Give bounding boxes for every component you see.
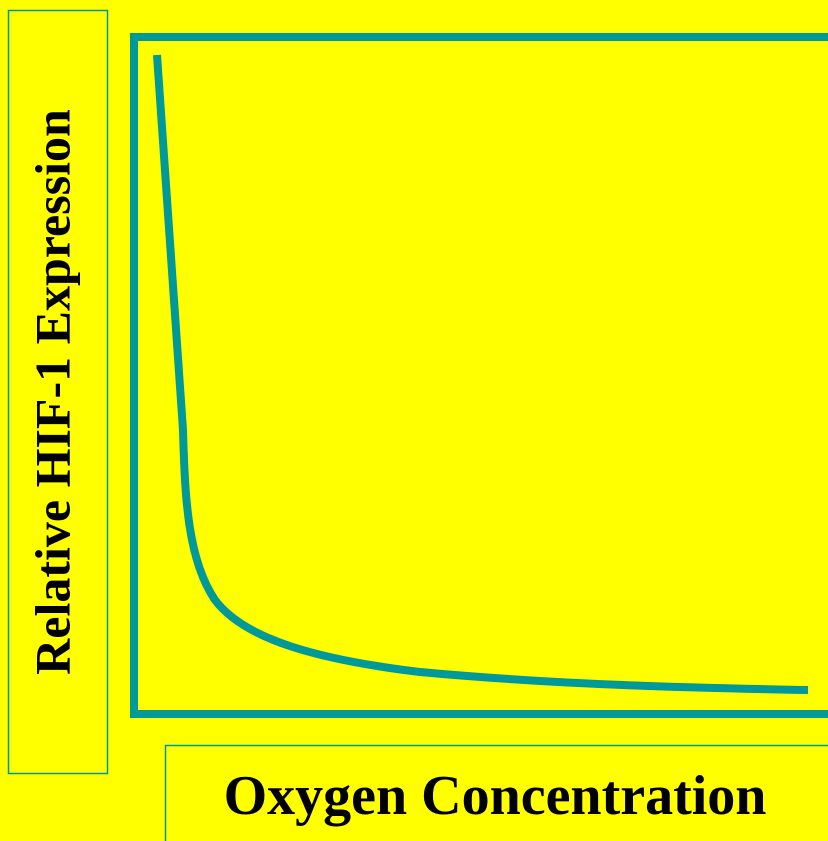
y-axis-label-box — [7, 9, 109, 775]
curve — [153, 54, 809, 694]
plot-frame — [130, 33, 828, 718]
x-axis-label-box — [164, 744, 828, 841]
x-axis-label: Oxygen Concentration — [224, 765, 767, 827]
y-axis-label: Relative HIF-1 Expression — [24, 109, 80, 675]
